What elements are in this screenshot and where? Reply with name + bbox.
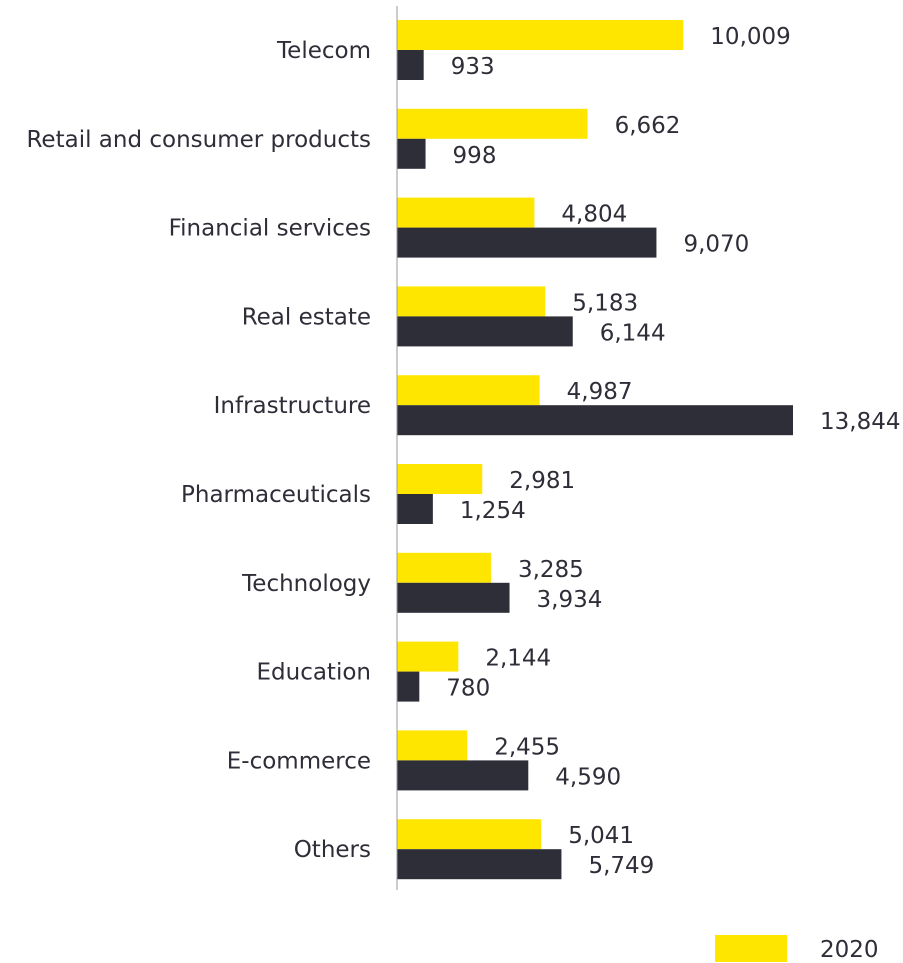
category-label: Financial services	[169, 216, 371, 242]
category-label: Retail and consumer products	[26, 127, 371, 153]
category-label: Others	[294, 837, 371, 863]
value-label-series-0: 4,804	[561, 202, 627, 228]
bar-series-1	[397, 316, 573, 347]
value-label-series-0: 2,144	[485, 646, 551, 672]
category-labels: Telecom Retail and consumer products Finan…	[26, 38, 371, 863]
bar-series-0	[397, 20, 684, 50]
category-label: E-commerce	[227, 748, 371, 774]
bar-series-1	[397, 849, 562, 880]
bar-series-1	[397, 138, 426, 169]
legend-swatch-2020	[715, 935, 787, 962]
category-label: Pharmaceuticals	[181, 482, 371, 508]
bar-series-0	[397, 552, 491, 583]
bar-series-0	[397, 819, 542, 850]
value-label-series-1: 3,934	[537, 587, 603, 613]
legend: 2020	[715, 935, 879, 963]
bar-series-1	[397, 50, 424, 80]
value-label-series-1: 5,749	[588, 853, 654, 879]
bar-series-1	[397, 227, 657, 258]
bar-series-0	[397, 286, 546, 317]
bar-series-0	[397, 197, 535, 228]
legend-label-2020: 2020	[820, 937, 879, 963]
value-label-series-0: 2,455	[494, 734, 560, 760]
value-label-series-1: 9,070	[683, 232, 749, 258]
bar-series-1	[397, 671, 420, 702]
category-label: Telecom	[276, 38, 371, 64]
value-label-series-1: 4,590	[555, 764, 621, 790]
value-label-series-0: 6,662	[615, 113, 681, 139]
value-labels: 10,009 933 6,662 998 4,804 9,070 5,183 6,144 4,9…	[446, 24, 900, 879]
value-label-series-1: 1,254	[460, 498, 526, 524]
value-label-series-0: 10,009	[710, 24, 790, 50]
value-label-series-1: 6,144	[600, 320, 666, 346]
bar-series-1	[397, 494, 433, 524]
bar-series-1	[397, 405, 793, 436]
value-label-series-1: 933	[451, 54, 495, 80]
value-label-series-1: 998	[453, 143, 497, 169]
value-label-series-0: 2,981	[509, 468, 575, 494]
value-label-series-1: 13,844	[820, 409, 900, 435]
value-label-series-0: 3,285	[518, 557, 584, 583]
bar-series-1	[397, 582, 510, 613]
category-label: Infrastructure	[214, 393, 371, 419]
value-label-series-0: 5,183	[572, 290, 638, 316]
category-label: Real estate	[242, 304, 371, 330]
bar-series-0	[397, 375, 540, 406]
value-label-series-0: 5,041	[568, 823, 634, 849]
value-label-series-0: 4,987	[567, 379, 633, 405]
bar-series-0	[397, 641, 459, 672]
bar-series-0	[397, 730, 468, 761]
category-label: Technology	[241, 571, 371, 597]
value-label-series-1: 780	[446, 676, 490, 702]
bar-series-0	[397, 108, 588, 139]
bar-series-0	[397, 464, 483, 494]
category-label: Education	[256, 660, 371, 686]
bar-series-1	[397, 760, 529, 791]
bars	[397, 20, 793, 880]
